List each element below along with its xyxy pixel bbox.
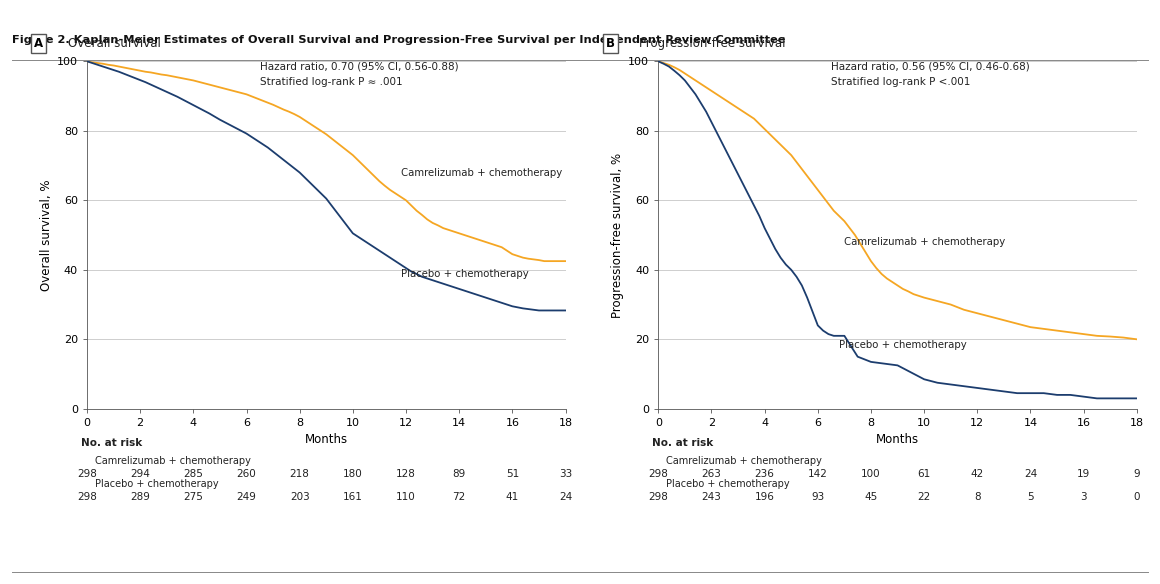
Text: No. at risk: No. at risk bbox=[652, 438, 713, 448]
Text: 0: 0 bbox=[1133, 492, 1140, 502]
Text: 33: 33 bbox=[559, 469, 572, 479]
Text: Camrelizumab + chemotherapy: Camrelizumab + chemotherapy bbox=[95, 456, 251, 465]
Text: B: B bbox=[606, 37, 615, 50]
X-axis label: Months: Months bbox=[876, 433, 919, 446]
Text: 42: 42 bbox=[971, 469, 984, 479]
Text: Overall survival: Overall survival bbox=[67, 37, 161, 50]
Text: 24: 24 bbox=[1024, 469, 1037, 479]
Text: Figure 2. Kaplan-Meier Estimates of Overall Survival and Progression-Free Surviv: Figure 2. Kaplan-Meier Estimates of Over… bbox=[12, 35, 785, 45]
Text: 8: 8 bbox=[974, 492, 980, 502]
Text: Placebo + chemotherapy: Placebo + chemotherapy bbox=[95, 479, 219, 489]
Text: 243: 243 bbox=[702, 492, 722, 502]
Text: Camrelizumab + chemotherapy: Camrelizumab + chemotherapy bbox=[666, 456, 822, 465]
Text: 142: 142 bbox=[807, 469, 828, 479]
Text: Camrelizumab + chemotherapy: Camrelizumab + chemotherapy bbox=[844, 238, 1006, 248]
Text: 298: 298 bbox=[648, 492, 668, 502]
Text: 236: 236 bbox=[755, 469, 775, 479]
Text: 41: 41 bbox=[506, 492, 519, 502]
Text: 5: 5 bbox=[1027, 492, 1034, 502]
Text: 298: 298 bbox=[77, 492, 97, 502]
Text: 72: 72 bbox=[452, 492, 466, 502]
Text: 3: 3 bbox=[1080, 492, 1087, 502]
Text: 289: 289 bbox=[130, 492, 150, 502]
Text: 61: 61 bbox=[918, 469, 930, 479]
Text: 203: 203 bbox=[290, 492, 310, 502]
Text: 100: 100 bbox=[861, 469, 880, 479]
Text: 89: 89 bbox=[452, 469, 466, 479]
Text: Placebo + chemotherapy: Placebo + chemotherapy bbox=[839, 340, 966, 350]
Text: 180: 180 bbox=[343, 469, 363, 479]
Y-axis label: Overall survival, %: Overall survival, % bbox=[39, 179, 53, 291]
Text: 110: 110 bbox=[396, 492, 416, 502]
Text: 9: 9 bbox=[1133, 469, 1140, 479]
Text: Progression-free survival: Progression-free survival bbox=[639, 37, 785, 50]
Text: 294: 294 bbox=[130, 469, 150, 479]
Text: Placebo + chemotherapy: Placebo + chemotherapy bbox=[666, 479, 790, 489]
Text: Hazard ratio, 0.70 (95% CI, 0.56-0.88)
Stratified log-rank P ≈ .001: Hazard ratio, 0.70 (95% CI, 0.56-0.88) S… bbox=[260, 61, 458, 87]
Text: 298: 298 bbox=[648, 469, 668, 479]
Text: 196: 196 bbox=[755, 492, 775, 502]
Text: 22: 22 bbox=[918, 492, 930, 502]
Text: 24: 24 bbox=[559, 492, 572, 502]
Text: 51: 51 bbox=[506, 469, 519, 479]
Text: A: A bbox=[35, 37, 43, 50]
Text: No. at risk: No. at risk bbox=[81, 438, 143, 448]
Text: 45: 45 bbox=[864, 492, 878, 502]
Text: 249: 249 bbox=[237, 492, 256, 502]
Text: 218: 218 bbox=[290, 469, 310, 479]
Text: 263: 263 bbox=[702, 469, 722, 479]
Text: 298: 298 bbox=[77, 469, 97, 479]
Y-axis label: Progression-free survival, %: Progression-free survival, % bbox=[611, 152, 624, 318]
Text: 161: 161 bbox=[343, 492, 363, 502]
Text: 260: 260 bbox=[237, 469, 256, 479]
Text: Hazard ratio, 0.56 (95% CI, 0.46-0.68)
Stratified log-rank P <.001: Hazard ratio, 0.56 (95% CI, 0.46-0.68) S… bbox=[831, 61, 1030, 87]
Text: 285: 285 bbox=[183, 469, 203, 479]
X-axis label: Months: Months bbox=[305, 433, 348, 446]
Text: Placebo + chemotherapy: Placebo + chemotherapy bbox=[400, 269, 529, 279]
Text: 93: 93 bbox=[811, 492, 825, 502]
Text: Camrelizumab + chemotherapy: Camrelizumab + chemotherapy bbox=[400, 168, 561, 178]
Text: 128: 128 bbox=[396, 469, 416, 479]
Text: 19: 19 bbox=[1076, 469, 1090, 479]
Text: 275: 275 bbox=[183, 492, 203, 502]
